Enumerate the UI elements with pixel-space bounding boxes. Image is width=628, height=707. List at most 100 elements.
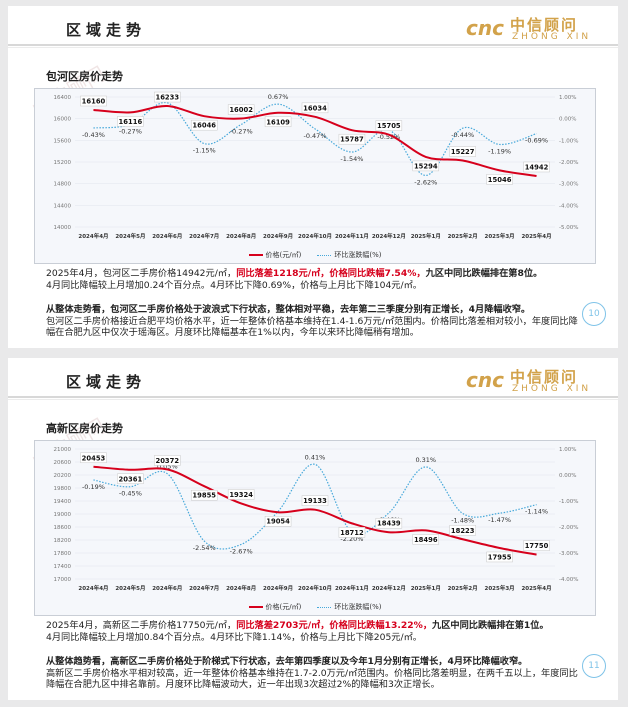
x-tick-label: 2024年4月 [78, 584, 108, 592]
x-tick-label: 2025年3月 [485, 584, 515, 592]
y2-tick-label: -1.00% [559, 138, 578, 144]
change-data-label: -2.54% [193, 544, 216, 552]
change-data-label: -1.14% [525, 508, 548, 516]
legend-label-price: 价格(元/㎡) [265, 603, 302, 611]
summary-rank: 九区中同比跌幅排在第8位。 [425, 268, 543, 279]
y2-tick-label: 0.00% [559, 473, 576, 479]
price-data-label: 15705 [377, 122, 401, 130]
x-tick-label: 2024年9月 [263, 232, 293, 240]
y2-tick-label: -3.00% [559, 551, 578, 557]
slide-header: 区域走势 cnc 中信顾问 ZHONG XIN [8, 6, 618, 50]
y-tick-label: 15600 [54, 138, 72, 144]
price-data-label: 16109 [266, 118, 290, 126]
price-label-box [117, 116, 144, 127]
y2-tick-label: 1.00% [559, 447, 576, 453]
summary-highlight: 同比落差1218元/㎡，价格同比跌幅7.54%， [236, 268, 426, 279]
price-data-label: 19054 [266, 518, 290, 526]
x-tick-label: 2024年6月 [152, 232, 182, 240]
price-label-box [301, 102, 329, 114]
header-title: 区域走势 [66, 21, 147, 39]
y-tick-label: 21000 [54, 447, 72, 453]
change-data-label: -1.54% [340, 155, 363, 163]
change-data-label: -0.69% [525, 137, 548, 145]
x-tick-label: 2025年2月 [448, 584, 478, 592]
y-tick-label: 15200 [54, 160, 72, 166]
zhongxin-logo: cnc 中信顾问 ZHONG XIN [466, 14, 596, 46]
summary-paragraph: 2025年4月，高新区二手房价格17750元/㎡，同比落差2703元/㎡，价格同… [46, 620, 606, 643]
y-tick-label: 20200 [54, 473, 72, 479]
chart-legend: 价格(元/㎡) 环比涨跌幅(%) [35, 250, 595, 260]
y-tick-label: 19000 [54, 512, 72, 518]
logo-cn: 中信顾问 [510, 368, 579, 386]
y-tick-label: 18600 [54, 525, 72, 531]
chart-subtitle: 高新区房价走势 [46, 422, 123, 435]
price-label-box [301, 495, 329, 506]
price-trend-chart: 17000 17400 17800 18200 18600 19000 19400 19800… [34, 440, 596, 616]
price-data-label: 17955 [488, 553, 512, 561]
price-label-box [338, 527, 366, 538]
slide-header: 区域走势 cnc 中信顾问 ZHONG XIN [8, 358, 618, 402]
y2-tick-label: 1.00% [559, 95, 576, 101]
y-tick-label: 18200 [54, 538, 72, 544]
legend-line-change [317, 254, 332, 256]
change-data-label: 0.31% [415, 456, 436, 464]
change-data-label: -1.48% [451, 516, 474, 524]
x-tick-label: 2025年2月 [448, 232, 478, 240]
change-series-line [93, 102, 537, 177]
logo-en: ZHONG XIN [512, 384, 592, 394]
page-number: 10 [582, 302, 606, 326]
analysis-text: 高新区二手房价格水平相对较高，近一年整体价格基本维持在1.7-2.0万元/㎡范围… [46, 667, 578, 691]
y2-tick-label: -5.00% [559, 225, 578, 231]
legend-line-change [317, 606, 332, 608]
analysis-text: 包河区二手房价格接近合肥平均价格水平，近一年整体价格基本维持在1.4-1.6万元… [46, 315, 578, 339]
price-label-box [375, 517, 403, 529]
price-series-line [93, 465, 537, 556]
price-data-label: 16034 [303, 104, 327, 112]
price-data-label: 15046 [488, 176, 512, 184]
y-tick-label: 16400 [54, 95, 72, 101]
price-data-label: 16160 [82, 98, 106, 106]
price-label-box [412, 160, 440, 172]
price-data-label: 16046 [192, 122, 216, 130]
header-divider [8, 47, 618, 48]
legend-label-price: 价格(元/㎡) [265, 251, 302, 259]
x-tick-label: 2025年4月 [521, 584, 551, 592]
summary-rank: 九区中同比跌幅排在第1位。 [432, 620, 549, 631]
y2-tick-label: 0.00% [559, 117, 576, 123]
y2-tick-label: -1.00% [559, 499, 578, 505]
price-data-label: 15294 [414, 162, 438, 170]
price-data-label: 18439 [377, 520, 401, 528]
change-data-label: -2.20% [340, 535, 363, 543]
y-tick-label: 14000 [54, 225, 72, 231]
y2-tick-label: -2.00% [559, 525, 578, 531]
change-data-label: -0.27% [119, 128, 142, 136]
chart-subtitle: 包河区房价走势 [46, 70, 123, 83]
summary-text: 2025年4月，包河区二手房价格14942元/㎡， [46, 268, 237, 279]
price-label-box [449, 525, 476, 536]
change-data-label: -0.44% [451, 131, 474, 139]
header-title: 区域走势 [66, 373, 147, 391]
legend-line-price [248, 606, 263, 608]
y2-tick-label: -4.00% [559, 577, 578, 583]
price-label-box [523, 540, 550, 551]
price-label-box [486, 551, 513, 563]
price-label-box [264, 116, 292, 128]
y-tick-label: 14400 [54, 203, 72, 209]
price-label-box [486, 174, 513, 185]
price-label-box [264, 515, 292, 527]
price-data-label: 16116 [119, 118, 143, 126]
x-tick-label: 2024年11月 [335, 584, 369, 592]
price-data-label: 14942 [525, 163, 549, 171]
price-data-label: 17750 [525, 542, 549, 550]
summary-text: 2025年4月，高新区二手房价格17750元/㎡， [46, 620, 237, 631]
x-tick-label: 2024年4月 [78, 232, 108, 240]
price-label-box [375, 120, 403, 131]
x-tick-label: 2024年10月 [298, 584, 332, 592]
price-data-label: 19855 [192, 492, 216, 500]
price-data-label: 18496 [414, 536, 438, 544]
price-trend-svg: 14000 14400 14800 15200 15600 16000 16400 -5.00… [54, 91, 578, 240]
price-data-label: 18223 [451, 527, 475, 535]
price-data-label: 15227 [451, 148, 475, 156]
price-label-box [227, 104, 255, 115]
zhongxin-logo: cnc 中信顾问 ZHONG XIN [466, 366, 596, 398]
